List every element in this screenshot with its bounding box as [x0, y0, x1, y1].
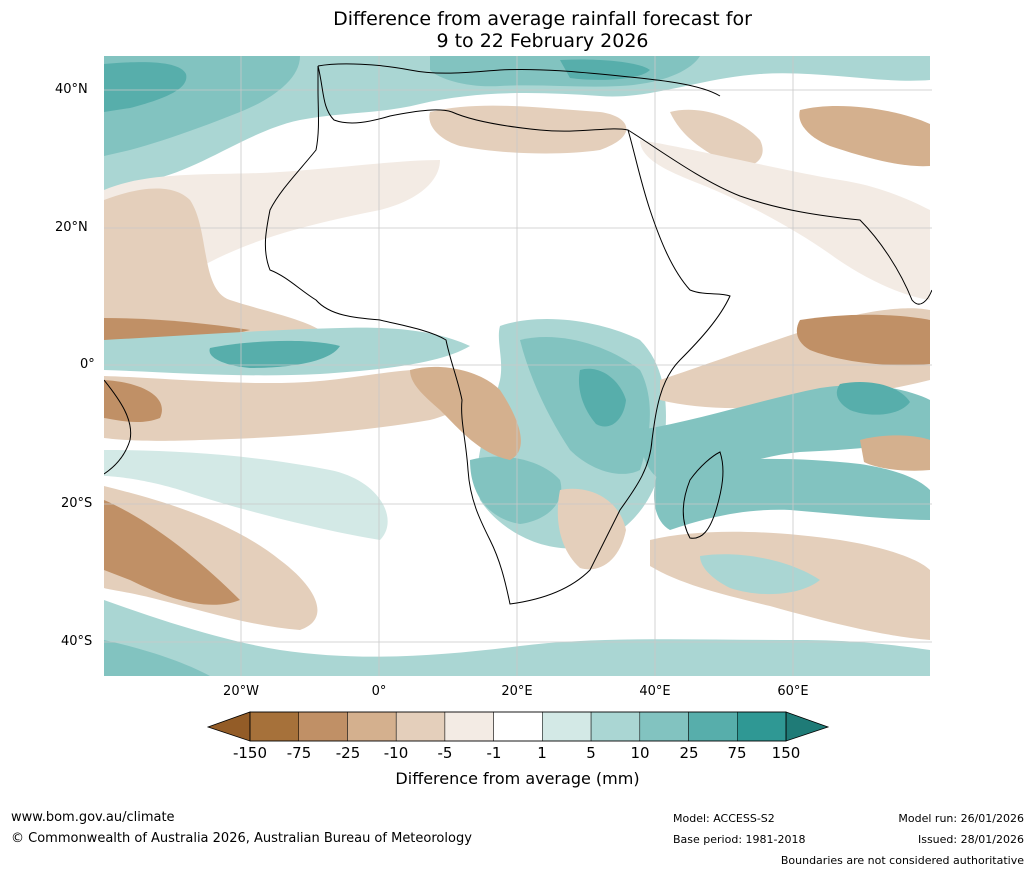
lon-label-20e: 20°E [501, 684, 533, 699]
colorbar-bin [347, 711, 397, 742]
colorbar-tick: 5 [586, 744, 596, 762]
wet-region-atlantic-inner [104, 62, 187, 112]
lat-label-40n: 40°N [55, 82, 88, 97]
wet-region-far-south-core [104, 640, 210, 676]
light-dry-arabia [640, 140, 930, 300]
colorbar-bin [444, 711, 494, 742]
dry-region-south-atlantic-core [104, 380, 162, 423]
colorbar-bin [298, 711, 348, 742]
footer-url[interactable]: www.bom.gov.au/climate [11, 810, 175, 825]
colorbar-tick: 10 [630, 744, 650, 762]
title-line-2: 9 to 22 February 2026 [436, 30, 649, 52]
arabia-coastline [627, 129, 932, 305]
wet-region-south-indian-patches [700, 554, 820, 595]
colorbar-tick: -75 [286, 744, 312, 762]
footer-base-period: Base period: 1981-2018 [673, 833, 806, 846]
wet-region-east-med [560, 59, 650, 80]
wet-region-indian-core [836, 382, 910, 415]
colorbar-tick: -10 [383, 744, 409, 762]
dry-region-sw-atlantic-core [104, 500, 240, 605]
dry-region-angola [410, 366, 521, 460]
colorbar-tick: 1 [537, 744, 547, 762]
south-america-coastline [104, 379, 132, 475]
wet-region-north-atlantic [104, 56, 930, 190]
africa-coastline [264, 65, 731, 605]
wet-region-southern-africa [470, 456, 562, 524]
colorbar-tick: 25 [679, 744, 699, 762]
wet-region-equatorial-core [209, 340, 340, 368]
wet-region-far-south [104, 600, 930, 676]
dry-region-sw-atlantic [104, 486, 318, 630]
map-title: Difference from average rainfall forecas… [0, 8, 1035, 52]
colorbar-tick: 150 [771, 744, 801, 762]
lat-label-20n: 20°N [55, 220, 88, 235]
lon-label-60e: 60°E [777, 684, 809, 699]
colorbar-bin [737, 711, 787, 742]
dry-region-west-atlantic [104, 188, 320, 336]
colorbar-bin [249, 711, 299, 742]
title-line-1: Difference from average rainfall forecas… [333, 8, 752, 30]
colorbar-bin [590, 711, 641, 742]
footer-disclaimer: Boundaries are not considered authoritat… [780, 854, 1024, 867]
colorbar-low-extend [206, 711, 251, 742]
dry-region-south-africa [557, 488, 626, 570]
colorbar-bin [542, 711, 592, 742]
colorbar-bin [639, 711, 689, 742]
dry-region-north-africa [429, 105, 627, 154]
colorbar-tick: -150 [232, 744, 268, 762]
colorbar-bin [395, 711, 446, 742]
map-panel [104, 56, 932, 676]
lon-label-20w: 20°W [223, 684, 259, 699]
graticule [104, 56, 932, 676]
dry-region-arabia-north [670, 109, 763, 167]
dry-region-north-indian-core [796, 314, 930, 366]
wet-region-lake-region [578, 368, 626, 427]
lon-label-0: 0° [371, 684, 387, 699]
lat-label-0: 0° [80, 357, 95, 372]
lat-label-40s: 40°S [61, 634, 93, 649]
colorbar-tick: 75 [727, 744, 747, 762]
lat-label-20s: 20°S [61, 496, 93, 511]
colorbar-bin [688, 711, 738, 742]
europe-coastline [317, 63, 721, 97]
footer-issued: Issued: 28/01/2026 [917, 833, 1024, 846]
colorbar-tick: -1 [486, 744, 502, 762]
colorbar [206, 711, 830, 742]
colorbar-tick: -5 [437, 744, 453, 762]
colorbar-tick: -25 [335, 744, 361, 762]
footer-copyright: © Commonwealth of Australia 2026, Austra… [11, 831, 472, 846]
wet-region-south-atlantic-patches [104, 450, 388, 540]
lon-label-40e: 40°E [639, 684, 671, 699]
dry-region-iran [799, 105, 930, 167]
footer-model-run: Model run: 26/01/2026 [898, 812, 1024, 825]
colorbar-high-extend [785, 711, 830, 742]
colorbar-title: Difference from average (mm) [395, 769, 640, 788]
madagascar-coastline [682, 451, 724, 539]
dry-region-west-atlantic-core [104, 318, 250, 344]
dry-region-southeast-indian [860, 435, 930, 471]
footer-model: Model: ACCESS-S2 [673, 812, 775, 825]
coastlines [104, 63, 932, 605]
colorbar-bin [493, 711, 543, 742]
dry-region-south-atlantic [104, 368, 470, 441]
